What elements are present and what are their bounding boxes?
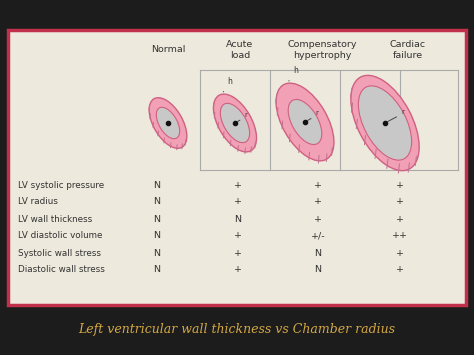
Text: N: N (154, 231, 161, 240)
Ellipse shape (156, 107, 180, 139)
Text: N: N (154, 180, 161, 190)
Text: r: r (245, 112, 247, 118)
Text: +: + (396, 197, 404, 207)
Ellipse shape (213, 94, 256, 152)
FancyBboxPatch shape (8, 30, 466, 305)
Text: Diastolic wall stress: Diastolic wall stress (18, 266, 105, 274)
Ellipse shape (288, 99, 322, 144)
Text: +: + (396, 180, 404, 190)
Text: h: h (223, 77, 233, 92)
Ellipse shape (220, 103, 250, 143)
Text: Left ventricular wall thickness vs Chamber radius: Left ventricular wall thickness vs Chamb… (79, 323, 395, 337)
Text: h: h (289, 66, 298, 81)
Text: +: + (234, 180, 242, 190)
Text: LV diastolic volume: LV diastolic volume (18, 231, 102, 240)
Ellipse shape (358, 86, 411, 160)
Ellipse shape (276, 83, 334, 161)
Text: +: + (314, 197, 322, 207)
Text: +: + (234, 248, 242, 257)
Ellipse shape (149, 98, 187, 148)
Text: +: + (396, 248, 404, 257)
Text: Cardiac
failure: Cardiac failure (390, 40, 426, 60)
Text: +: + (234, 197, 242, 207)
Text: +: + (314, 180, 322, 190)
Text: N: N (154, 248, 161, 257)
Text: Compensatory
hypertrophy: Compensatory hypertrophy (287, 40, 357, 60)
Text: ++: ++ (392, 231, 408, 240)
Text: r: r (315, 110, 319, 116)
Text: +: + (396, 266, 404, 274)
Text: Normal: Normal (151, 45, 185, 55)
Text: LV radius: LV radius (18, 197, 58, 207)
Text: N: N (154, 266, 161, 274)
Text: N: N (235, 214, 241, 224)
Text: LV wall thickness: LV wall thickness (18, 214, 92, 224)
Text: +: + (234, 231, 242, 240)
Text: +: + (396, 214, 404, 224)
Text: +: + (234, 266, 242, 274)
Text: +/-: +/- (310, 231, 325, 240)
Text: +: + (314, 214, 322, 224)
Text: LV systolic pressure: LV systolic pressure (18, 180, 104, 190)
Text: N: N (154, 214, 161, 224)
Text: Acute
load: Acute load (227, 40, 254, 60)
Text: Systolic wall stress: Systolic wall stress (18, 248, 101, 257)
Text: N: N (315, 248, 321, 257)
Text: N: N (315, 266, 321, 274)
Text: N: N (154, 197, 161, 207)
Text: r: r (401, 109, 404, 115)
Ellipse shape (351, 75, 419, 171)
FancyBboxPatch shape (8, 310, 466, 350)
